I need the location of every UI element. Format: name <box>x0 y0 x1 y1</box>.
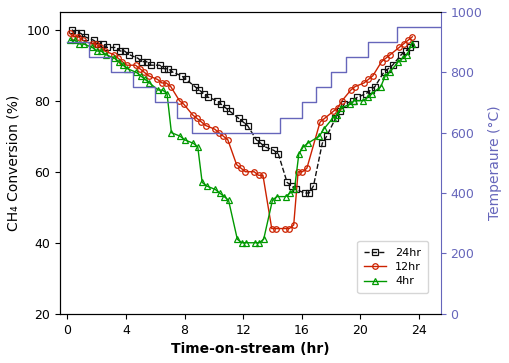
12hr <box>142 70 148 74</box>
12hr <box>242 170 248 174</box>
24hr <box>271 148 277 152</box>
24hr <box>411 42 417 46</box>
12hr <box>181 102 187 106</box>
4hr <box>239 241 245 245</box>
12hr <box>132 63 138 68</box>
4hr <box>409 42 415 46</box>
Y-axis label: Temperaure (°C): Temperaure (°C) <box>488 106 502 220</box>
12hr <box>269 227 275 231</box>
24hr <box>244 123 250 128</box>
Y-axis label: CH₄ Conversion (%): CH₄ Conversion (%) <box>7 95 21 231</box>
Line: 24hr: 24hr <box>69 27 417 196</box>
Line: 12hr: 12hr <box>67 30 415 231</box>
24hr <box>372 84 378 89</box>
4hr <box>252 241 258 245</box>
12hr <box>370 74 376 78</box>
4hr <box>369 91 375 96</box>
Legend: 24hr, 12hr, 4hr: 24hr, 12hr, 4hr <box>357 241 428 293</box>
4hr <box>67 38 73 42</box>
X-axis label: Time-on-stream (hr): Time-on-stream (hr) <box>171 342 330 356</box>
12hr <box>67 31 73 36</box>
24hr <box>183 77 189 82</box>
12hr <box>409 34 415 39</box>
12hr <box>273 227 279 231</box>
24hr <box>69 28 75 32</box>
4hr <box>133 70 139 74</box>
24hr <box>135 56 141 60</box>
Line: 4hr: 4hr <box>68 38 414 245</box>
24hr <box>144 60 150 64</box>
24hr <box>302 191 308 195</box>
4hr <box>142 77 148 82</box>
4hr <box>274 195 280 199</box>
4hr <box>182 138 188 142</box>
